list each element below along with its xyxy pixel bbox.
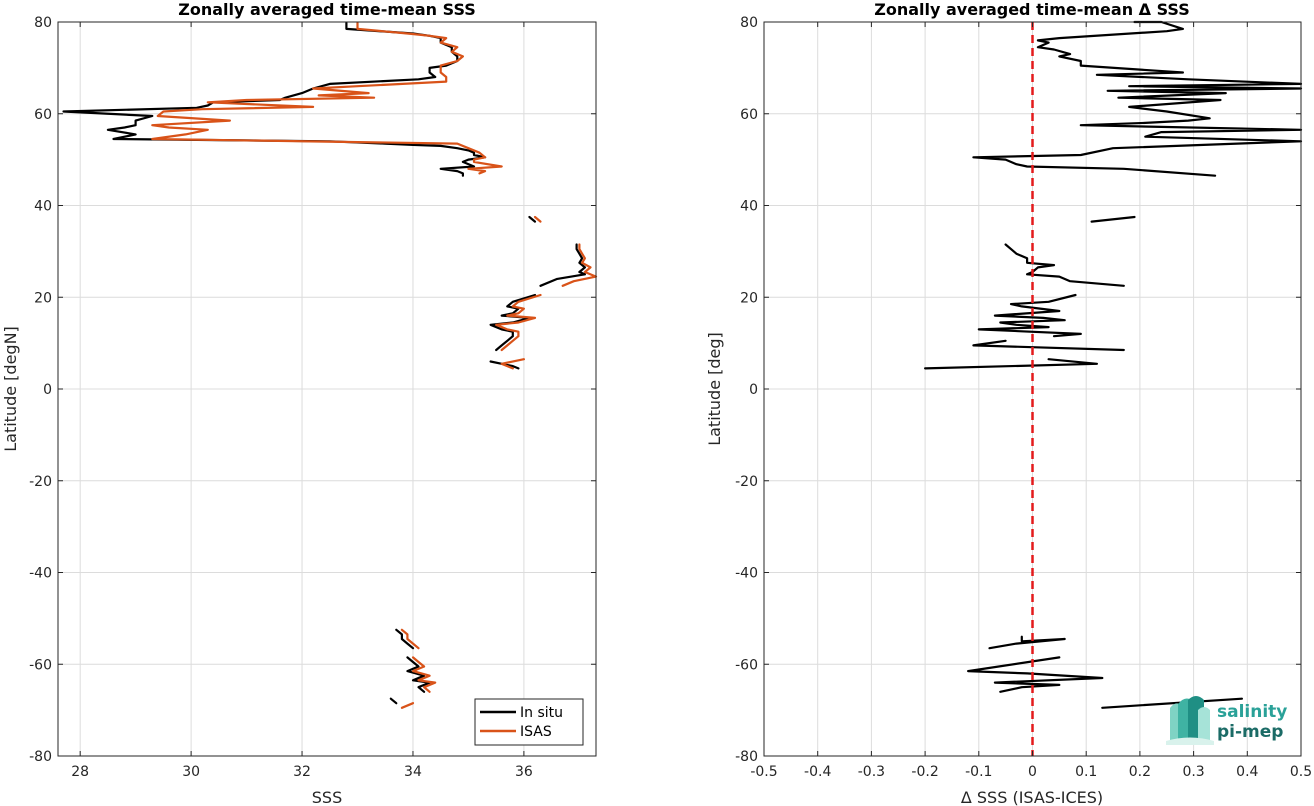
delta-x-tick-label: 0	[1028, 764, 1037, 780]
wave-logo-icon	[1166, 696, 1214, 745]
delta-x-tick-label: -0.3	[858, 764, 885, 780]
sss-grid	[58, 21, 596, 757]
sss-lines	[62, 21, 598, 709]
delta-x-tick-label: 0.2	[1129, 764, 1151, 780]
sss-isas-line-segment	[151, 21, 503, 175]
delta-y-tick-label: 20	[740, 290, 758, 306]
sss-x-tick-label: 32	[293, 764, 311, 780]
sss-x-tick-label: 34	[404, 764, 422, 780]
delta-chart-title: Zonally averaged time-mean Δ SSS	[874, 0, 1190, 19]
sss-x-tick-label: 36	[515, 764, 533, 780]
sss-x-tick-label: 28	[71, 764, 89, 780]
sss-isas-line-segment	[400, 628, 420, 650]
delta-lines	[923, 20, 1303, 756]
delta-y-tick-label: 0	[749, 382, 758, 398]
sss-y-tick-label: -80	[29, 749, 52, 765]
logo-line-1: salinity	[1217, 702, 1287, 722]
delta-delta-series-line-segment	[1101, 697, 1244, 709]
delta-delta-series-line-segment	[972, 20, 1303, 177]
delta-x-tick-label: 0.3	[1182, 764, 1204, 780]
legend-insitu-label: In situ	[520, 705, 563, 721]
delta-x-tick-label: -0.5	[750, 764, 777, 780]
delta-sss-panel: -0.5 -0.4 -0.3 -0.2 -0.1 0 0.1 0.2 0.3 0.4 0.5 -80 -…	[705, 0, 1312, 806]
sss-y-tick-label: 20	[34, 290, 52, 306]
delta-x-tick-label: -0.2	[911, 764, 938, 780]
sss-isas-line-segment	[533, 215, 542, 223]
legend-isas-label: ISAS	[520, 724, 552, 740]
sss-y-tick-label: -20	[29, 474, 52, 490]
sss-y-axis-label: Latitude [degN]	[1, 326, 20, 452]
delta-x-tick-label: 0.5	[1290, 764, 1312, 780]
delta-y-tick-label: -60	[735, 657, 758, 673]
sss-y-tick-label: 80	[34, 15, 52, 31]
sss-y-tick-label: 60	[34, 107, 52, 123]
delta-delta-series-line-segment	[1090, 215, 1136, 223]
delta-y-tick-label: 80	[740, 15, 758, 31]
sss-in-situ-line-segment	[528, 215, 537, 223]
delta-y-tick-label: 40	[740, 199, 758, 215]
sss-isas-line-segment	[561, 243, 598, 287]
delta-x-tick-label: 0.1	[1075, 764, 1097, 780]
delta-x-axis-label: Δ SSS (ISAS-ICES)	[961, 788, 1103, 806]
logo-line-2: pi-mep	[1217, 722, 1283, 742]
delta-y-tick-label: -20	[735, 474, 758, 490]
delta-y-axis-label: Latitude [deg]	[705, 332, 724, 446]
delta-delta-series-line-segment	[972, 339, 1125, 352]
sss-y-tick-label: 0	[43, 382, 52, 398]
delta-x-tick-label: -0.4	[804, 764, 831, 780]
sss-ticks: 28 30 32 34 36 -80 -60 -40 -20 0 20 40 60 80	[29, 15, 596, 780]
sss-in-situ-line-segment	[395, 628, 415, 650]
delta-delta-series-line-segment	[977, 293, 1082, 338]
delta-ticks: -0.5 -0.4 -0.3 -0.2 -0.1 0 0.1 0.2 0.3 0.4 0.5 -80 -…	[735, 15, 1312, 780]
sss-in-situ-line-segment	[489, 360, 520, 370]
sss-y-tick-label: 40	[34, 199, 52, 215]
delta-delta-series-line-segment	[988, 635, 1066, 650]
delta-x-tick-label: -0.1	[965, 764, 992, 780]
sss-chart-title: Zonally averaged time-mean SSS	[178, 0, 476, 19]
sss-in-situ-line-segment	[539, 243, 587, 287]
sss-in-situ-line-segment	[406, 656, 431, 693]
sss-x-axis-label: SSS	[312, 788, 342, 806]
sss-y-tick-label: -60	[29, 657, 52, 673]
legend: In situ ISAS	[474, 698, 584, 746]
delta-y-tick-label: -40	[735, 566, 758, 582]
sss-x-tick-label: 30	[182, 764, 200, 780]
delta-delta-series-line-segment	[1004, 243, 1125, 287]
sss-isas-line-segment	[495, 293, 542, 352]
sss-panel: 28 30 32 34 36 -80 -60 -40 -20 0 20 40 60 80 Zonally …	[1, 0, 598, 806]
salinity-pi-mep-logo: salinity pi-mep	[1166, 696, 1287, 745]
delta-delta-series-line-segment	[923, 358, 1099, 370]
sss-in-situ-line-segment	[389, 697, 398, 705]
delta-y-tick-label: 60	[740, 107, 758, 123]
sss-y-tick-label: -40	[29, 566, 52, 582]
delta-delta-series-line-segment	[966, 656, 1104, 693]
delta-x-tick-label: 0.4	[1236, 764, 1258, 780]
sss-isas-line-segment	[500, 358, 526, 370]
sss-in-situ-line-segment	[62, 21, 487, 177]
sss-isas-line-segment	[400, 702, 415, 709]
legend-box	[474, 698, 584, 746]
delta-y-tick-label: -80	[735, 749, 758, 765]
sss-isas-line-segment	[411, 656, 437, 693]
